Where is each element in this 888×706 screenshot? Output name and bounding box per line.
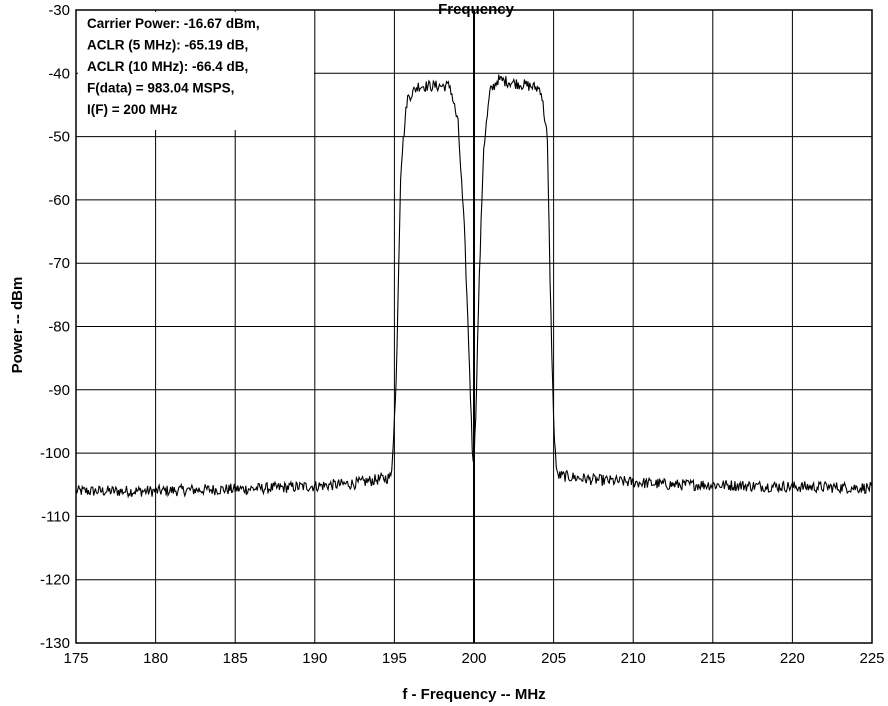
x-tick-label: 225 <box>859 650 884 667</box>
y-tick-label: -50 <box>48 129 70 146</box>
x-tick-label: 175 <box>63 650 88 667</box>
x-tick-label: 215 <box>700 650 725 667</box>
y-tick-label: -90 <box>48 382 70 399</box>
y-tick-label: -40 <box>48 65 70 82</box>
y-axis-title: Power -- dBm <box>9 277 26 374</box>
y-tick-label: -120 <box>40 572 70 589</box>
y-tick-label: -30 <box>48 2 70 19</box>
annotation-line: ACLR (5 MHz): -65.19 dB, <box>87 38 248 53</box>
y-tick-label: -100 <box>40 445 70 462</box>
annotation-line: I(F) = 200 MHz <box>87 102 178 117</box>
x-tick-label: 190 <box>302 650 327 667</box>
annotation-box <box>78 12 314 130</box>
x-tick-labels: 175 180 185 190 195 200 205 210 215 220 225 <box>63 650 884 667</box>
x-tick-label: 195 <box>382 650 407 667</box>
annotation-line: F(data) = 983.04 MSPS, <box>87 81 234 96</box>
x-tick-label: 180 <box>143 650 168 667</box>
x-tick-label: 185 <box>223 650 248 667</box>
y-tick-label: -80 <box>48 319 70 336</box>
annotation-text: Carrier Power: -16.67 dBm, ACLR (5 MHz): … <box>87 16 260 117</box>
annotation-line: Carrier Power: -16.67 dBm, <box>87 16 260 31</box>
annotation-line: ACLR (10 MHz): -66.4 dB, <box>87 59 248 74</box>
y-tick-label: -110 <box>41 508 70 525</box>
y-tick-labels: -30 -40 -50 -60 -70 -80 -90 -100 -110 -120 -130 <box>40 2 70 652</box>
x-tick-label: 220 <box>780 650 805 667</box>
x-tick-label: 200 <box>461 650 486 667</box>
x-tick-label: 205 <box>541 650 566 667</box>
x-tick-label: 210 <box>621 650 646 667</box>
y-tick-label: -130 <box>40 635 70 652</box>
y-tick-label: -70 <box>48 255 70 272</box>
x-axis-title: f - Frequency -- MHz <box>402 686 545 703</box>
y-tick-label: -60 <box>48 192 70 209</box>
plot-frame <box>75 9 873 644</box>
